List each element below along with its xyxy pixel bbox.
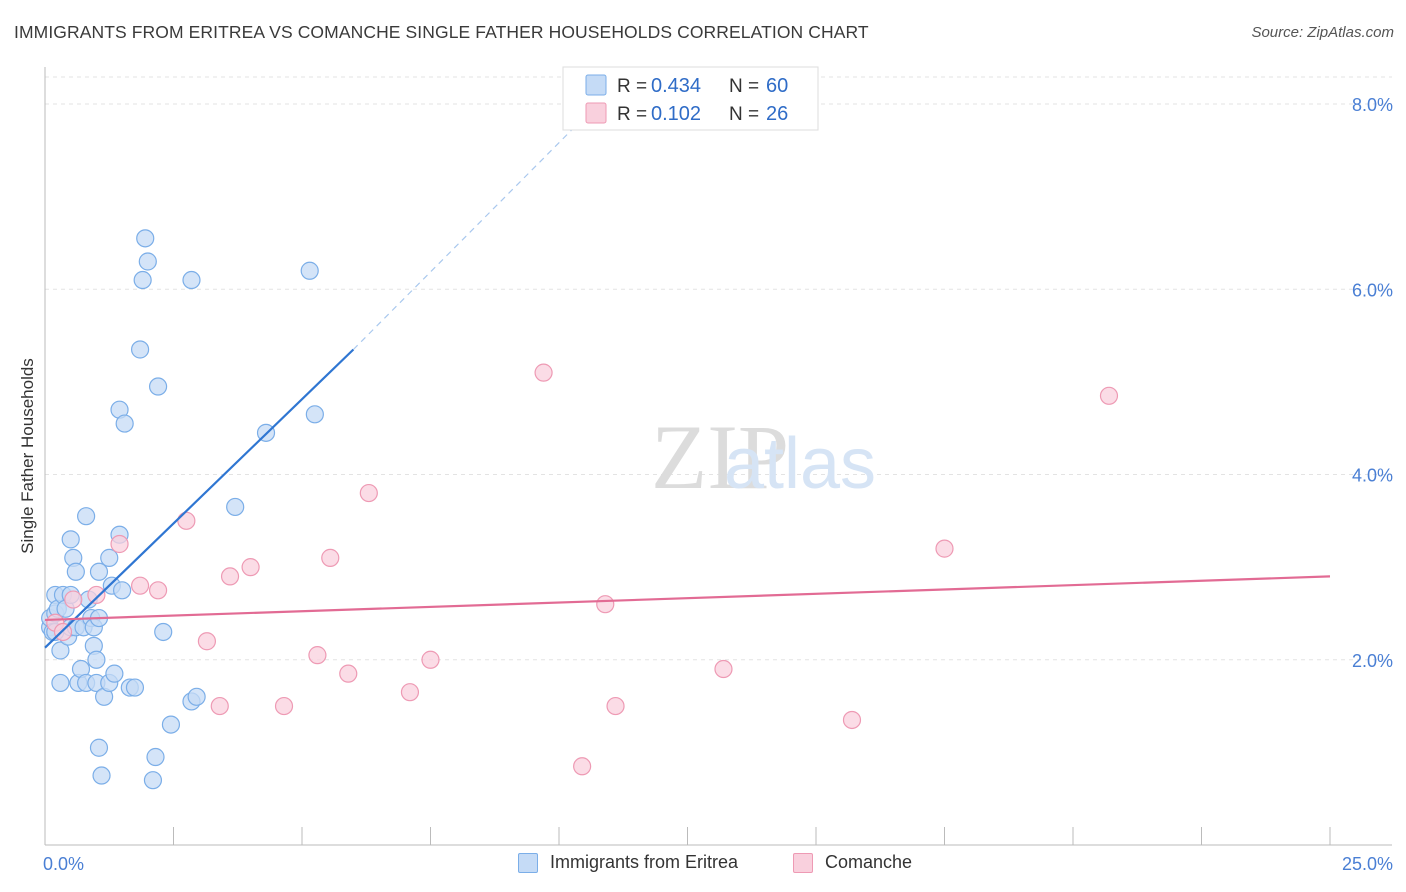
data-point xyxy=(77,507,96,526)
legend-item-eritrea: Immigrants from Eritrea xyxy=(518,852,738,873)
series-comanche-points xyxy=(46,363,1119,776)
series-eritrea-points xyxy=(41,229,324,790)
data-point xyxy=(148,377,168,396)
data-point xyxy=(177,511,196,530)
data-point xyxy=(359,483,378,503)
data-point xyxy=(714,659,733,679)
chart-source: Source: ZipAtlas.com xyxy=(1251,24,1394,41)
data-point xyxy=(51,673,70,693)
data-point xyxy=(308,646,327,665)
legend-swatch-comanche xyxy=(793,852,813,873)
data-point xyxy=(136,229,155,248)
data-point xyxy=(66,562,85,581)
data-point xyxy=(130,340,150,359)
data-point xyxy=(110,534,129,554)
data-point xyxy=(154,622,173,642)
y-tick-label: 2.0% xyxy=(1352,651,1393,671)
data-point xyxy=(606,696,625,716)
n-value: 26 xyxy=(766,103,788,125)
legend-label-comanche: Comanche xyxy=(825,852,913,872)
watermark-atlas: atlas xyxy=(724,424,876,504)
data-point xyxy=(143,771,163,790)
data-point xyxy=(64,590,83,609)
trend-line-eritrea xyxy=(44,348,355,649)
data-point xyxy=(274,696,294,716)
data-point xyxy=(842,710,862,730)
data-point xyxy=(210,696,229,716)
stats-legend-swatch xyxy=(585,74,607,96)
data-point xyxy=(89,562,109,581)
data-point xyxy=(87,650,106,669)
data-point xyxy=(400,683,420,702)
data-point xyxy=(148,581,168,600)
y-tick-label: 4.0% xyxy=(1352,466,1393,486)
legend-swatch-eritrea xyxy=(518,852,538,873)
trend-line-eritrea-extension xyxy=(352,126,575,350)
data-point xyxy=(138,252,157,271)
x-tick-label-max: 25.0% xyxy=(1342,854,1393,874)
n-value: 60 xyxy=(766,75,788,97)
data-point xyxy=(226,497,245,517)
stats-legend-swatch xyxy=(585,102,607,124)
data-point xyxy=(534,363,553,382)
bottom-legend: Immigrants from Eritrea Comanche xyxy=(0,852,1406,878)
data-point xyxy=(321,548,340,567)
data-point xyxy=(197,632,217,651)
legend-label-eritrea: Immigrants from Eritrea xyxy=(550,852,739,872)
r-value: 0.102 xyxy=(651,103,701,125)
data-point xyxy=(130,576,150,595)
y-tick-label: 6.0% xyxy=(1352,280,1393,300)
data-point xyxy=(421,650,440,669)
data-point xyxy=(187,687,206,706)
data-point xyxy=(112,581,132,600)
n-label: N = xyxy=(729,104,759,125)
trend-line-comanche xyxy=(44,575,1331,622)
data-point xyxy=(61,530,80,549)
data-point xyxy=(89,738,109,757)
n-label: N = xyxy=(729,76,759,97)
x-tick-label-min: 0.0% xyxy=(43,854,84,874)
data-point xyxy=(241,558,260,577)
data-point xyxy=(1099,386,1119,405)
data-point xyxy=(935,539,954,558)
data-point xyxy=(220,567,240,586)
data-point xyxy=(115,414,134,433)
data-point xyxy=(87,585,106,605)
data-point xyxy=(105,664,124,683)
r-label: R = xyxy=(617,104,647,125)
chart-title: IMMIGRANTS FROM ERITREA VS COMANCHE SING… xyxy=(14,22,869,42)
r-label: R = xyxy=(617,76,647,97)
y-tick-label: 8.0% xyxy=(1352,95,1393,115)
data-point xyxy=(92,766,111,785)
data-point xyxy=(305,405,324,424)
data-point xyxy=(100,548,119,567)
legend-item-comanche: Comanche xyxy=(793,852,912,873)
data-point xyxy=(596,595,615,614)
data-point xyxy=(146,747,165,767)
data-point xyxy=(300,261,319,280)
data-point xyxy=(339,664,358,683)
data-point xyxy=(182,270,201,290)
watermark-zip: ZIP xyxy=(651,406,789,508)
data-point xyxy=(51,641,70,660)
data-point xyxy=(573,757,592,776)
data-point xyxy=(125,678,145,697)
data-point xyxy=(133,270,152,290)
stats-legend: R = 0.434 N = 60 R = 0.102 N = 26 xyxy=(562,66,819,131)
r-value: 0.434 xyxy=(651,75,701,97)
data-point xyxy=(161,715,181,734)
